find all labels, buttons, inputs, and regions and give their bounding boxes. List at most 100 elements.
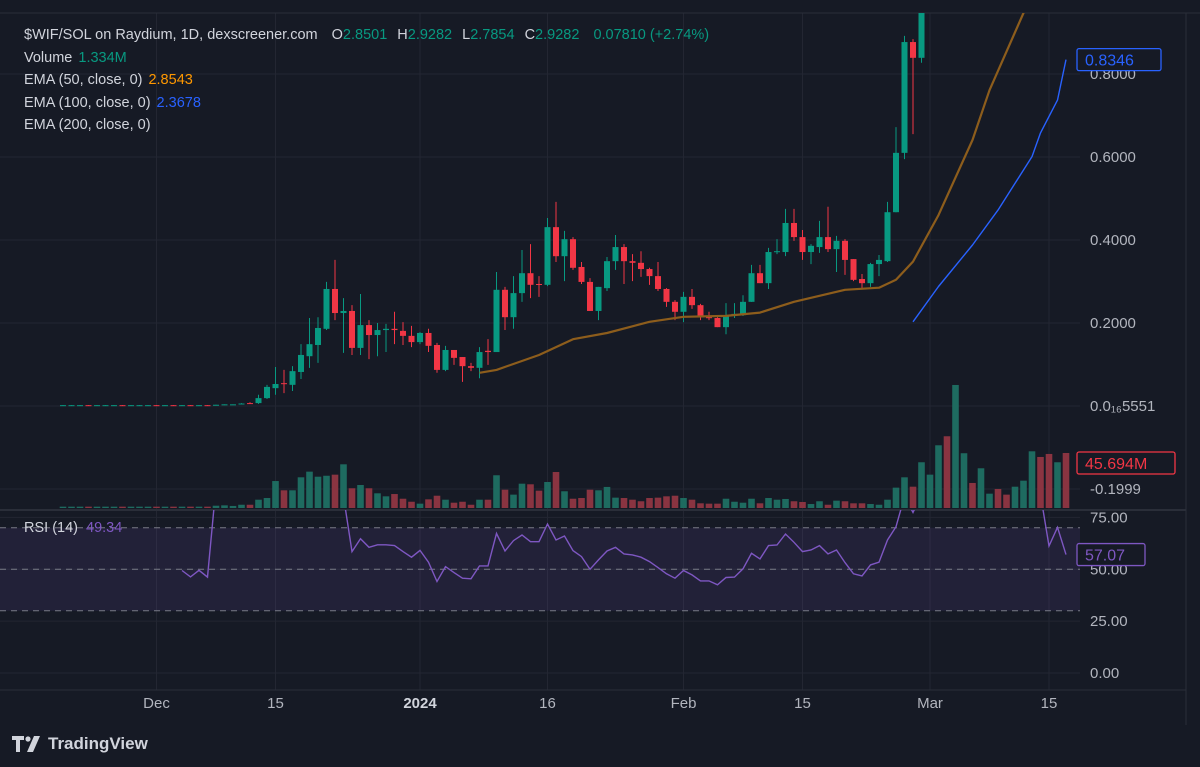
volume-bar <box>68 506 75 508</box>
volume-bar <box>790 501 798 508</box>
volume-bar <box>926 474 934 508</box>
candle-body <box>85 405 92 407</box>
volume-bar <box>858 503 866 508</box>
candle <box>859 274 865 289</box>
volume-bar <box>263 498 271 508</box>
volume-bar <box>663 496 670 508</box>
candle-body <box>323 288 330 329</box>
volume-bar <box>969 482 976 508</box>
candle <box>136 405 143 407</box>
volume-bar <box>501 489 509 508</box>
candle <box>349 305 355 355</box>
candle <box>145 405 151 407</box>
rsi-line <box>181 510 1067 586</box>
candle-body <box>255 398 262 404</box>
candle-body <box>366 325 372 336</box>
candle-body <box>740 301 746 316</box>
candle <box>672 300 678 321</box>
candle <box>595 286 602 321</box>
candle <box>85 405 92 407</box>
volume-label: Volume <box>24 49 73 66</box>
price-axis-label: -0.1999 <box>1090 481 1141 498</box>
candle-body <box>77 405 83 407</box>
candle-body <box>791 222 797 238</box>
ema50-label: EMA (50, close, 0) <box>24 72 143 88</box>
volume-last-value-badge: 45.694M <box>1076 451 1176 475</box>
candle-body <box>162 405 168 407</box>
time-axis-label: 15 <box>267 695 284 712</box>
candle-body <box>281 383 287 385</box>
volume-bar <box>654 497 662 508</box>
volume-bar <box>153 506 160 508</box>
volume-bar <box>450 502 458 508</box>
candle-body <box>714 318 721 328</box>
volume-bar <box>756 503 764 508</box>
volume-bar <box>323 475 330 508</box>
candle-body <box>349 310 355 348</box>
candle <box>638 251 644 277</box>
candle <box>570 237 576 270</box>
volume-bar <box>1062 453 1070 508</box>
volume-bar <box>977 468 985 508</box>
candle-body <box>663 288 670 302</box>
candle-body <box>706 317 712 319</box>
candle <box>476 347 483 379</box>
volume-bar <box>986 493 993 508</box>
candle-body <box>646 269 653 277</box>
candle-body <box>655 276 661 289</box>
ohlc-key-o: O <box>331 27 343 43</box>
candle <box>816 220 823 253</box>
symbol-title[interactable]: $WIF/SOL on Raydium, 1D, dexscreener.com <box>24 27 318 43</box>
candle <box>179 405 185 407</box>
volume-bar <box>1037 456 1044 508</box>
volume-bar <box>484 499 492 508</box>
candle-body <box>884 212 891 262</box>
volume-bar <box>875 504 883 508</box>
candle-body <box>442 349 449 370</box>
volume-bar <box>1011 486 1019 508</box>
rsi-last-value-badge-text: 57.07 <box>1085 548 1125 565</box>
volume-bar <box>195 506 203 508</box>
candle <box>374 323 381 357</box>
candle-body <box>468 366 474 368</box>
candle-body <box>859 279 865 284</box>
ohlc-value-o: 2.8501 <box>342 27 388 43</box>
candle-body <box>527 273 534 285</box>
ema100-last-value-badge-box <box>1076 47 1162 72</box>
volume-bar <box>824 504 832 508</box>
volume-bar <box>722 498 730 508</box>
volume-bar <box>952 384 959 508</box>
volume-last-value-badge-text: 45.694M <box>1085 456 1147 473</box>
volume-bar <box>799 501 806 508</box>
legend-ema100-row[interactable]: EMA (100, close, 0) 2.3678 <box>24 92 709 115</box>
tradingview-branding[interactable]: TradingView <box>12 734 148 754</box>
volume-bar <box>365 488 373 508</box>
ohlc-value-h: 2.9282 <box>407 27 453 43</box>
candle <box>774 239 780 255</box>
volume-bar <box>646 498 653 508</box>
volume-bar <box>340 464 347 508</box>
candle <box>663 288 670 307</box>
ohlc-values: O2.8501 H2.9282 L2.7854 C2.9282 <box>322 27 580 43</box>
candle <box>187 405 194 407</box>
candle-body <box>587 281 593 311</box>
volume-bar <box>127 506 135 508</box>
volume-bar <box>178 506 186 508</box>
volume-bar <box>697 503 704 508</box>
volume-bar <box>1028 451 1036 508</box>
legend-ema200-row[interactable]: EMA (200, close, 0) <box>24 114 709 137</box>
candle <box>791 208 797 241</box>
candle-body <box>842 240 848 260</box>
candle-body <box>221 404 228 406</box>
candle <box>527 244 534 299</box>
legend-ema50-row[interactable]: EMA (50, close, 0) 2.8543 <box>24 69 709 92</box>
time-axis-label: 2024 <box>403 695 437 712</box>
volume-bar <box>918 462 925 508</box>
ohlc-value-c: 2.9282 <box>535 27 580 43</box>
time-axis-label: Mar <box>917 695 943 712</box>
legend-volume-row[interactable]: Volume 1.334M <box>24 47 709 70</box>
volume-bar <box>280 490 288 508</box>
rsi-legend[interactable]: RSI (14) 49.34 <box>24 520 122 536</box>
candle-body <box>213 404 219 406</box>
